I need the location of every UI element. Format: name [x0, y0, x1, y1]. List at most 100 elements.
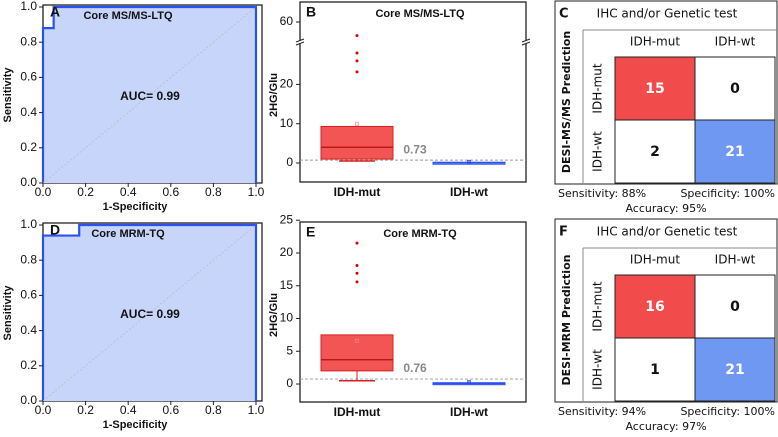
auc-annotation: AUC= 0.99 — [120, 307, 180, 321]
panel-label: B — [306, 4, 316, 20]
axis-break-mark — [295, 41, 305, 46]
outlier-point — [355, 34, 359, 38]
outlier-point — [355, 70, 359, 74]
panel-label: A — [50, 4, 60, 20]
y-axis-label: 2HG/Glu — [268, 73, 280, 117]
outlier-point — [355, 280, 359, 284]
y-tick-label: 5 — [286, 343, 293, 357]
x-axis-label: 1-Specificity — [103, 201, 169, 213]
outlier-point — [355, 263, 359, 267]
outlier-point — [355, 271, 359, 275]
matrix-value: 2 — [650, 144, 660, 160]
matrix-value: 16 — [645, 299, 664, 315]
y-tick-label: 15 — [280, 278, 294, 292]
x-tick-label: 0.4 — [120, 403, 137, 417]
y-tick-label: 20 — [280, 245, 294, 259]
y-tick-label: 10 — [280, 116, 294, 130]
panel-label: F — [559, 225, 568, 240]
row-header: DESI-MRM Prediction — [560, 255, 573, 386]
outlier-point — [355, 241, 359, 245]
x-tick-label: 0.4 — [120, 185, 137, 199]
column-label: IDH-wt — [715, 35, 756, 49]
y-tick-label: 1.0 — [20, 0, 37, 13]
auc-annotation: AUC= 0.99 — [120, 89, 180, 103]
box — [320, 125, 394, 160]
mean-marker — [355, 338, 359, 343]
accuracy-text: Accuracy: 95% — [625, 202, 706, 215]
x-tick-label: 0.2 — [77, 185, 94, 199]
x-tick-label: 0.0 — [35, 403, 52, 417]
row-label: IDH-wt — [591, 349, 605, 390]
row-label: IDH-wt — [591, 131, 605, 172]
specificity-text: Specificity: 100% — [680, 405, 775, 418]
box — [320, 334, 394, 372]
y-axis-label: Sensitivity — [2, 285, 14, 341]
y-tick-label: 0.6 — [20, 288, 37, 302]
column-label: IDH-wt — [715, 253, 756, 267]
x-tick-label: 0.6 — [162, 185, 179, 199]
y-axis-label: Sensitivity — [2, 67, 14, 123]
panel-label: D — [50, 222, 60, 238]
mean-marker — [467, 380, 471, 384]
mean-marker — [355, 121, 359, 126]
threshold-label: 0.76 — [403, 361, 427, 375]
x-tick-label: 0.2 — [77, 403, 94, 417]
outlier-point — [355, 59, 359, 63]
y-tick-label: 0 — [286, 376, 293, 390]
y-tick-label: 0.4 — [20, 323, 37, 337]
y-tick-label: 20 — [280, 77, 294, 91]
y-tick-label: 1.0 — [20, 217, 37, 231]
x-tick-label: 1.0 — [248, 185, 265, 199]
table-title: IHC and/or Genetic test — [597, 225, 738, 239]
x-axis-label: 1-Specificity — [103, 419, 169, 431]
plot-frame — [299, 221, 527, 403]
roc-curve — [41, 223, 258, 401]
row-header: DESI-MS/MS Prediction — [560, 31, 573, 173]
row-label: IDH-mut — [591, 63, 605, 113]
matrix-value: 15 — [645, 81, 664, 97]
chart-title: Core MS/MS-LTQ — [83, 10, 172, 22]
column-label: IDH-mut — [630, 253, 680, 267]
mean-marker — [467, 159, 471, 164]
y-tick-label: 0 — [286, 155, 293, 169]
matrix-cell — [694, 274, 776, 339]
y-tick-label: 0.4 — [20, 105, 37, 119]
sensitivity-text: Sensitivity: 88% — [558, 187, 646, 200]
matrix-value: 1 — [650, 362, 660, 378]
x-tick-label: 0.8 — [205, 403, 222, 417]
table-title: IHC and/or Genetic test — [597, 7, 738, 21]
x-tick-label: 1.0 — [248, 403, 265, 417]
chart-title: Core MS/MS-LTQ — [375, 8, 464, 20]
x-tick-label: 0.6 — [162, 403, 179, 417]
category-label: IDH-wt — [450, 185, 488, 199]
y-tick-label: 0.0 — [20, 175, 37, 189]
y-tick-label: 0.2 — [20, 140, 37, 154]
panel-label: C — [559, 7, 569, 22]
x-tick-label: 0.8 — [205, 185, 222, 199]
y-axis-label: 2HG/Glu — [268, 293, 280, 337]
chart-title: Core MRM-TQ — [383, 228, 457, 240]
axis-break-gap — [522, 40, 530, 44]
y-tick-label: 25 — [280, 212, 294, 226]
y-tick-label: 0.8 — [20, 34, 37, 48]
chart-title: Core MRM-TQ — [91, 228, 165, 240]
matrix-cell — [694, 119, 776, 184]
panel-label: E — [306, 224, 315, 240]
accuracy-text: Accuracy: 97% — [625, 420, 706, 433]
y-tick-label: 0.8 — [20, 252, 37, 266]
matrix-value: 21 — [725, 362, 744, 378]
category-label: IDH-mut — [334, 405, 381, 419]
column-label: IDH-mut — [630, 35, 680, 49]
specificity-text: Specificity: 100% — [680, 187, 775, 200]
y-tick-label: 0.0 — [20, 393, 37, 407]
matrix-cell — [694, 337, 776, 402]
matrix-value: 21 — [725, 144, 744, 160]
matrix-value: 0 — [730, 81, 740, 97]
sensitivity-text: Sensitivity: 94% — [558, 405, 646, 418]
matrix-cell — [614, 274, 696, 339]
y-tick-label: 0.2 — [20, 358, 37, 372]
category-label: IDH-mut — [334, 185, 381, 199]
axis-break-mark — [295, 38, 305, 43]
axis-break-mark — [521, 38, 531, 43]
